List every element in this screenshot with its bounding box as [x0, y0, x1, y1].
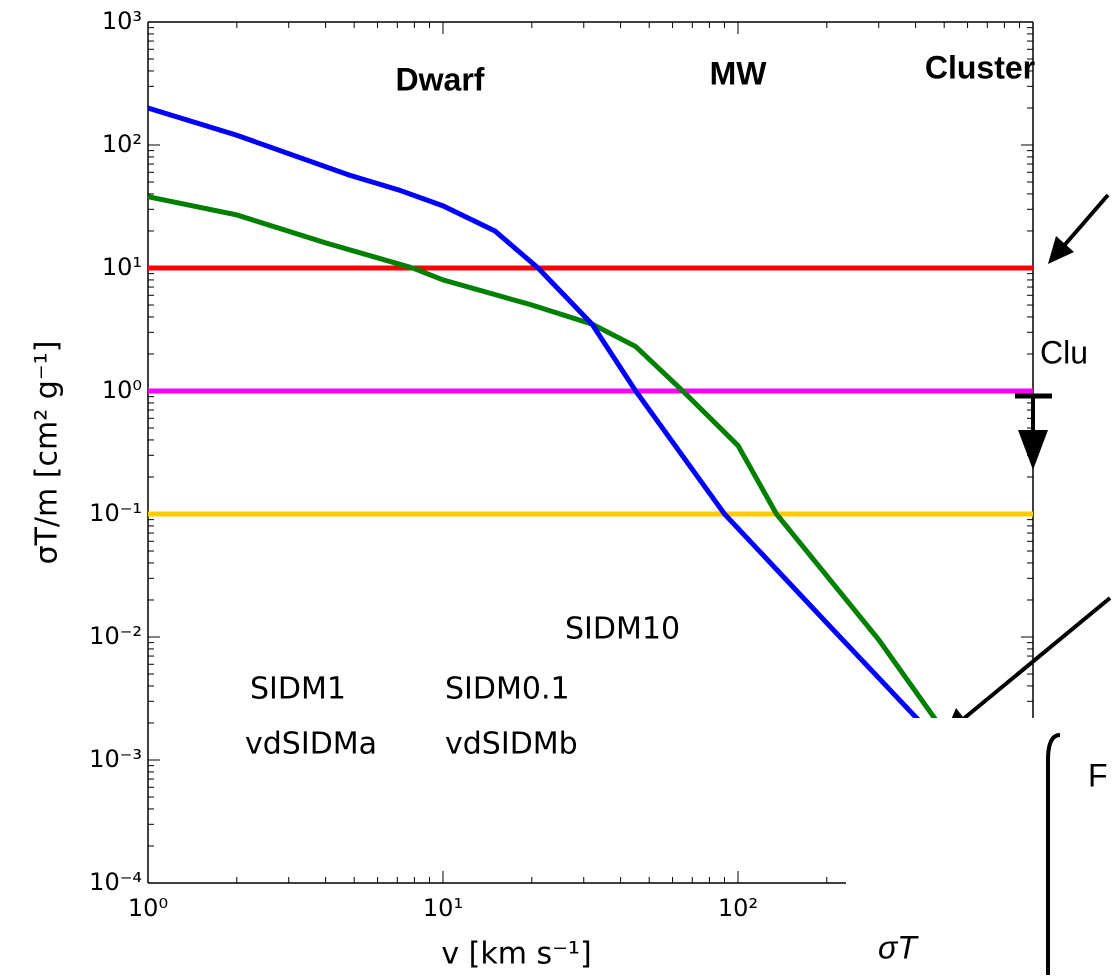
region-label: MW [710, 55, 768, 91]
region-label: Dwarf [396, 61, 485, 97]
brace [1046, 733, 1061, 975]
arrow-head [1048, 236, 1074, 264]
legend-entry: SIDM0.1 [445, 672, 570, 707]
cropped-text: σT [878, 929, 919, 965]
series-line [148, 194, 990, 799]
arrow [960, 596, 1112, 722]
x-axis-label: v [km s⁻¹] [441, 937, 591, 972]
series-line [148, 105, 921, 723]
region-label: Cluster [925, 49, 1035, 85]
y-tick-label: 10³ [102, 7, 142, 35]
y-tick-label: 10¹ [102, 253, 142, 281]
y-tick-label: 10⁻⁴ [89, 868, 142, 896]
y-tick-label: 10⁻² [89, 622, 142, 650]
y-tick-label: 10⁻¹ [89, 499, 142, 527]
cropped-text: F [1088, 757, 1108, 793]
limit-arrow [1018, 430, 1048, 470]
y-tick-label: 10⁻³ [89, 745, 142, 773]
legend-entry: SIDM1 [250, 672, 346, 707]
overlay [846, 718, 1113, 980]
legend-entry: vdSIDMb [445, 727, 578, 762]
legend-entry: SIDM10 [565, 612, 680, 647]
cropped-text: Clu [1040, 334, 1088, 370]
arrow [1060, 193, 1110, 250]
y-tick-label: 10² [102, 130, 142, 158]
x-tick-label: 10² [718, 894, 758, 922]
y-axis-label: σT/m [cm² g⁻¹] [30, 341, 65, 565]
x-tick-label: 10¹ [423, 894, 463, 922]
y-tick-label: 10⁰ [102, 376, 142, 404]
x-tick-label: 10⁰ [128, 894, 168, 922]
legend-entry: vdSIDMa [245, 727, 377, 762]
